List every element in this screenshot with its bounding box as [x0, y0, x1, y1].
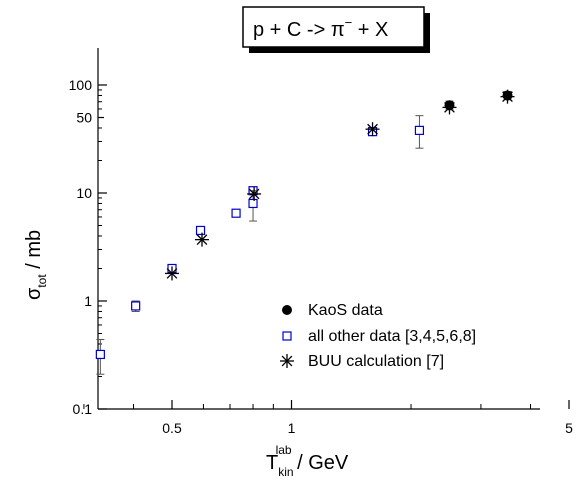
title-suffix: + X: [352, 19, 388, 41]
x-tick-label: 1: [288, 420, 296, 436]
x-title-sub: kin: [278, 465, 293, 479]
y-title-main: σ: [23, 287, 45, 300]
y-tick-label: 100: [69, 77, 93, 93]
legend: KaoS data all other data [3,4,5,6,8] BUU c…: [280, 302, 476, 370]
data-point: [231, 208, 241, 218]
asterisk-stroke: [166, 268, 178, 279]
y-axis-title: σtot / mb: [23, 230, 49, 300]
title-pi-superscript: −: [345, 15, 353, 30]
x-tick-label: 0.5: [162, 420, 182, 436]
asterisk-stroke: [281, 355, 293, 367]
legend-marker: [282, 331, 292, 341]
x-tick-label: 5: [565, 420, 573, 436]
legend-marker: [280, 354, 294, 368]
y-tick-label: 0.1: [73, 401, 93, 417]
chart-title-box: p + C -> π− + X: [242, 6, 430, 53]
asterisk-stroke: [444, 102, 455, 113]
x-title-main: T: [266, 452, 278, 474]
title-pi: π: [331, 19, 345, 41]
asterisk-stroke: [367, 123, 378, 135]
ticks-layer: 0.1 1 10 50 100 0.5 1 5: [69, 77, 573, 436]
chart-title: p + C -> π− + X: [253, 15, 388, 41]
legend-entry: KaoS data: [282, 302, 383, 319]
data-point: [500, 89, 515, 104]
data-point: [442, 100, 457, 115]
y-tick-label: 50: [76, 110, 92, 126]
legend-label: all other data [3,4,5,6,8]: [308, 328, 476, 345]
y-tick-label: 10: [76, 185, 92, 201]
y-title-unit: / mb: [23, 230, 45, 274]
data-point: [195, 225, 206, 236]
legend-entry: all other data [3,4,5,6,8]: [282, 328, 476, 345]
marks-layer: [95, 89, 515, 375]
title-box: [242, 6, 425, 48]
asterisk-stroke: [248, 188, 260, 200]
x-title-unit: / GeV: [292, 452, 349, 474]
y-tick-label: 1: [84, 293, 92, 309]
data-point: [194, 232, 209, 247]
legend-label: KaoS data: [308, 302, 383, 319]
legend-marker: [282, 305, 292, 315]
x-axis-title: Tkin lab / GeV: [266, 443, 349, 479]
data-point: [131, 301, 141, 311]
data-point: [248, 198, 258, 209]
asterisk-stroke: [196, 234, 208, 245]
legend-label: BUU calculation [7]: [308, 353, 444, 370]
asterisk-stroke: [502, 91, 513, 103]
title-prefix: p + C ->: [253, 19, 331, 41]
series-asterisk: [165, 89, 515, 281]
data-point: [247, 186, 262, 201]
data-point: [165, 266, 179, 281]
data-point: [95, 349, 105, 360]
x-title-sup: lab: [276, 443, 292, 457]
data-point: [365, 122, 380, 137]
data-point: [414, 125, 425, 135]
legend-entry: BUU calculation [7]: [280, 353, 444, 370]
y-title-sub: tot: [35, 274, 49, 288]
